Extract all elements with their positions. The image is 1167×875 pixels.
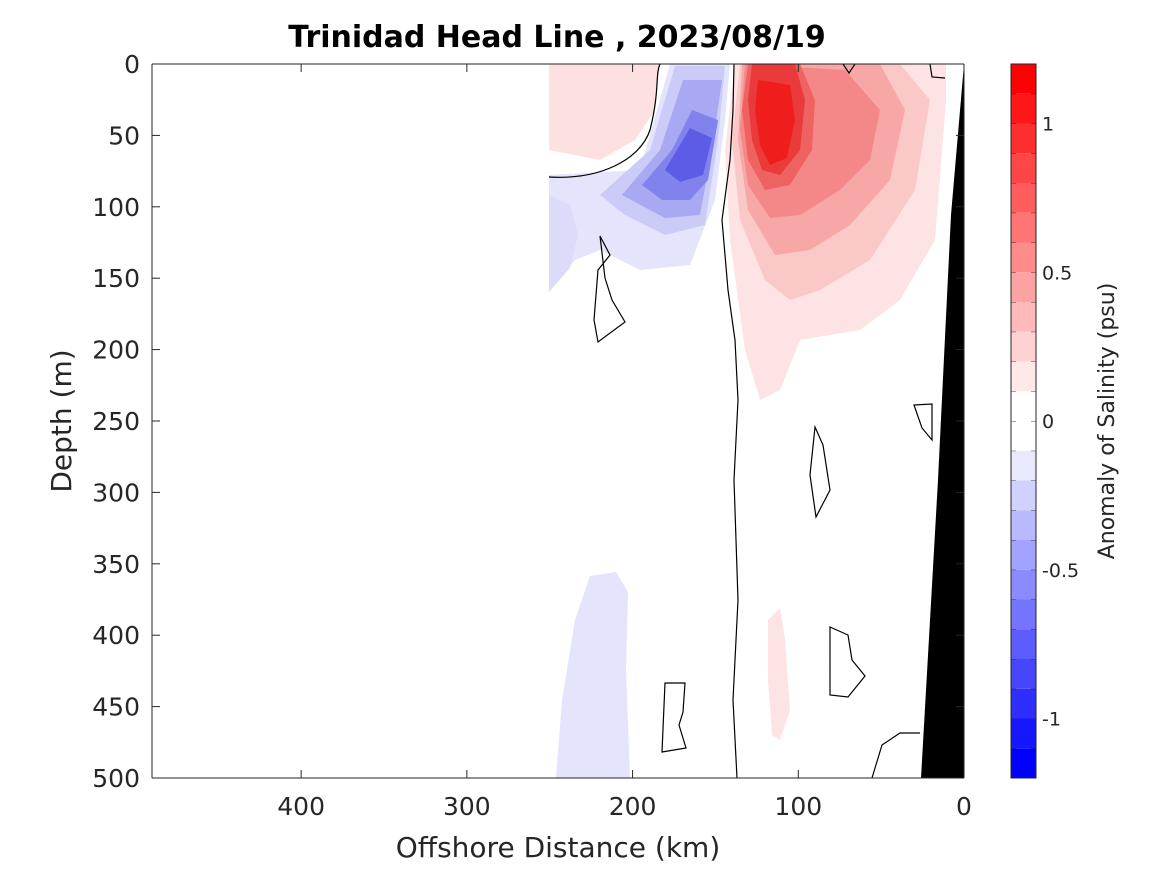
y-axis-label: Depth (m) [45,349,78,492]
colorbar-segment [1011,659,1036,689]
x-tick-label: 0 [956,792,972,821]
x-tick-label: 100 [774,792,822,821]
anomaly-fill-pos-deep [768,608,790,740]
contour-island-4 [829,626,866,698]
x-axis-ticks: 400 300 200 100 0 [277,64,972,821]
colorbar-segment [1011,242,1036,273]
colorbar-segment [1011,629,1036,659]
x-tick-label: 400 [277,792,325,821]
contour-island-3 [809,424,831,519]
colorbar-segment [1011,391,1036,421]
y-tick-label: 300 [92,478,140,507]
x-axis [152,63,964,779]
colorbar-segment [1011,569,1036,600]
y-tick-label: 0 [124,50,140,79]
contour-island-1 [593,235,626,344]
y-tick-label: 250 [92,407,140,436]
colorbar-segment [1011,480,1036,511]
colorbar-label: Anomaly of Salinity (psu) [1095,283,1120,560]
colorbar-frame [1010,63,1037,779]
colorbar-segment [1011,688,1036,719]
colorbar-segment [1011,421,1036,451]
y-tick-label: 450 [92,693,140,722]
y-axis-ticks: 0 50 100 150 200 250 300 350 400 450 500 [92,50,964,793]
colorbar-tick-label: -0.5 [1042,560,1079,582]
y-tick-label: 500 [92,764,140,793]
y-tick-label: 150 [92,264,140,293]
anomaly-fill-neg-deep [556,572,630,778]
anomaly-fill-neg-5 [665,128,712,182]
colorbar-segment [1011,272,1036,302]
colorbar-segment [1011,361,1036,392]
colorbar-segment [1011,183,1036,213]
contour-main [721,64,739,778]
colorbar-segment [1011,718,1036,749]
contour-surface-b [929,64,946,79]
zero-contours [548,64,946,778]
y-tick-label: 50 [108,121,140,150]
colorbar-segment [1011,64,1036,94]
colorbar-tick-label: 0 [1042,411,1054,433]
contour-offshore-upper [548,64,661,178]
colorbar-segment [1011,93,1036,124]
x-tick-label: 300 [443,792,491,821]
anomaly-fill-pos-offshore [549,64,660,160]
contour-surface-a [842,64,856,75]
colorbar-segment [1011,599,1036,630]
colorbar-tick-label: -1 [1042,709,1061,731]
colorbar-segment [1011,153,1036,183]
colorbar-segment [1011,748,1036,778]
colorbar-segment [1011,510,1036,540]
x-axis-label: Offshore Distance (km) [396,831,721,864]
contour-nearshore-a [913,403,933,442]
contour-island-2 [661,682,687,753]
colorbar-segment [1011,450,1036,481]
colorbar-segment [1011,212,1036,243]
bathymetry-fill [921,64,964,778]
colorbar-segment [1011,302,1036,332]
anomaly-fill-neg-offshore [549,195,578,292]
anomaly-fill-pos-7 [755,80,795,165]
colorbar-segment [1011,540,1036,570]
colorbar-segment [1011,331,1036,362]
chart-title: Trinidad Head Line , 2023/08/19 [288,20,825,55]
contour-nearshore-b [871,732,920,778]
x-tick-label: 200 [609,792,657,821]
colorbar-segment [1011,123,1036,154]
y-tick-label: 350 [92,550,140,579]
colorbar-tick-label: 0.5 [1042,262,1072,284]
anomaly-field [549,64,946,778]
y-tick-label: 200 [92,336,140,365]
colorbar: -1 -0.5 0 0.5 1 [1010,63,1079,779]
colorbar-tick-label: 1 [1042,114,1054,136]
y-tick-label: 400 [92,621,140,650]
y-tick-label: 100 [92,193,140,222]
